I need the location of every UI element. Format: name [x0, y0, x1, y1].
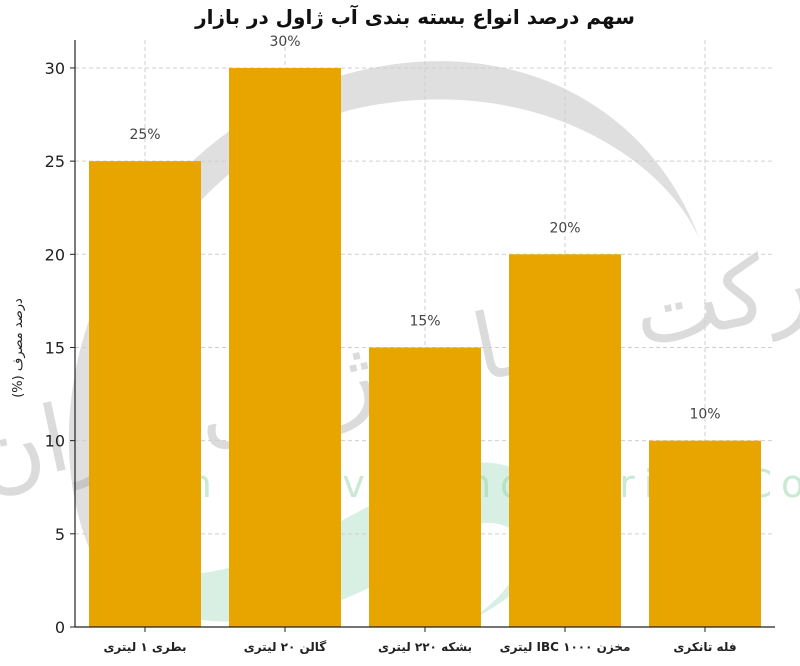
bar [649, 440, 761, 627]
data-label: 10% [689, 407, 720, 423]
chart-title: سهم درصد انواع بسته بندی آب ژاول در بازا… [194, 4, 635, 29]
y-tick-label: 10 [45, 432, 65, 451]
data-label: 20% [549, 220, 580, 236]
bars: 25% 30% 15% 20% 10% [89, 34, 761, 628]
axes: 0 5 10 15 20 25 30 بطری ۱ لیتری گالن ۲۰ لیتری بشک… [45, 40, 775, 654]
data-label: 15% [409, 313, 440, 329]
y-tick-label: 15 [45, 338, 65, 357]
data-label: 30% [269, 34, 300, 50]
x-tick-label: بطری ۱ لیتری [103, 640, 186, 654]
bar [229, 67, 341, 627]
y-tick-label: 5 [55, 525, 65, 544]
x-tick-label: فله تانکری [673, 640, 736, 654]
y-tick-label: 0 [55, 618, 65, 637]
y-tick-label: 20 [45, 245, 65, 264]
y-tick-label: 30 [45, 59, 65, 78]
bar [509, 254, 621, 628]
data-label: 25% [129, 127, 160, 143]
x-tick-label: مخزن IBC ۱۰۰۰ لیتری [500, 640, 631, 654]
y-tick-label: 25 [45, 152, 65, 171]
y-axis-label: درصد مصرف (%) [11, 298, 26, 398]
x-tick-label: بشکه ۲۲۰ لیتری [378, 640, 472, 654]
bar [369, 347, 481, 627]
bar [89, 161, 201, 627]
x-tick-label: گالن ۲۰ لیتری [244, 640, 327, 654]
